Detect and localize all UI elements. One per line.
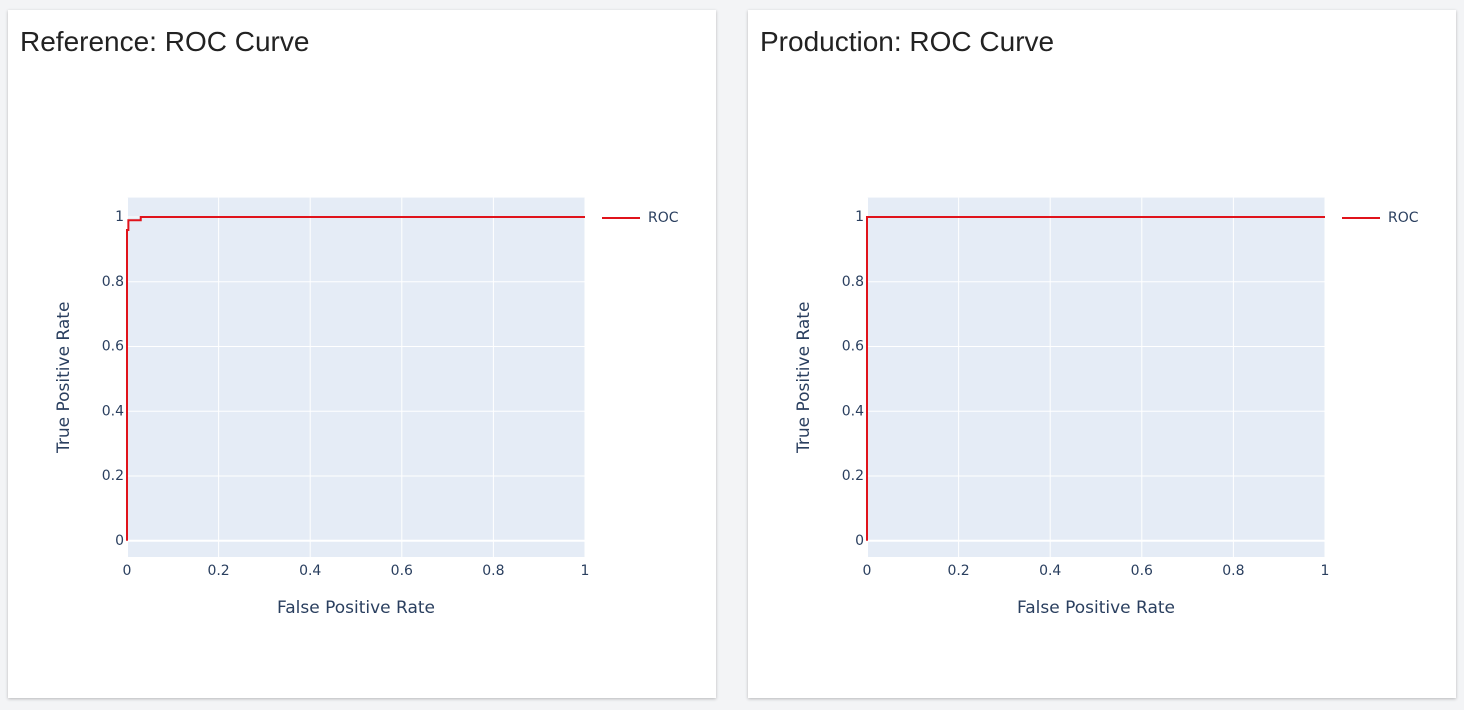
x-tick-label: 0.6 (1131, 563, 1153, 579)
y-tick-label: 0.8 (842, 274, 864, 290)
roc-line (866, 216, 1325, 541)
y-axis-title: True Positive Rate (794, 302, 814, 454)
plot-background (127, 197, 585, 557)
x-tick-label: 0 (123, 563, 132, 579)
roc-line (126, 216, 585, 541)
y-tick-label: 1 (115, 209, 124, 225)
chart-title: Production: ROC Curve (760, 26, 1055, 57)
y-tick-label: 0.4 (842, 403, 864, 419)
x-tick-label: 1 (581, 563, 590, 579)
x-tick-label: 0.8 (1222, 563, 1244, 579)
chart-card: Reference: ROC Curve 0 0.2 0.4 0.6 0.8 1 0 0.2 0… (8, 10, 716, 698)
y-tick-label: 0.4 (102, 403, 124, 419)
x-tick-label: 0.4 (299, 563, 321, 579)
chart-title: Reference: ROC Curve (20, 26, 310, 57)
x-axis-title: False Positive Rate (277, 598, 435, 618)
x-tick-label: 0.2 (947, 563, 969, 579)
y-tick-label: 0.2 (102, 468, 124, 484)
y-axis-title: True Positive Rate (54, 302, 74, 454)
x-tick-label: 0.2 (207, 563, 229, 579)
chart-card: Production: ROC Curve 0 0.2 0.4 0.6 0.8 1 0 0.2… (748, 10, 1456, 698)
x-tick-label: 0 (863, 563, 872, 579)
y-tick-label: 0.2 (842, 468, 864, 484)
x-axis-title: False Positive Rate (1017, 598, 1175, 618)
y-tick-label: 0.6 (102, 339, 124, 355)
x-tick-label: 0.8 (482, 563, 504, 579)
x-tick-label: 0.6 (391, 563, 413, 579)
chart: 0 0.2 0.4 0.6 0.8 1 0 0.2 0.4 0.6 0.8 1 False Positi… (54, 197, 679, 618)
legend-label: ROC (648, 210, 679, 226)
x-tick-label: 1 (1321, 563, 1330, 579)
chart: 0 0.2 0.4 0.6 0.8 1 0 0.2 0.4 0.6 0.8 1 False Positi… (794, 197, 1419, 618)
plot-background (867, 197, 1325, 557)
y-tick-label: 0.6 (842, 339, 864, 355)
y-tick-label: 1 (855, 209, 864, 225)
x-tick-label: 0.4 (1039, 563, 1061, 579)
legend-label: ROC (1388, 210, 1419, 226)
y-tick-label: 0.8 (102, 274, 124, 290)
y-tick-label: 0 (855, 533, 864, 549)
y-tick-label: 0 (115, 533, 124, 549)
